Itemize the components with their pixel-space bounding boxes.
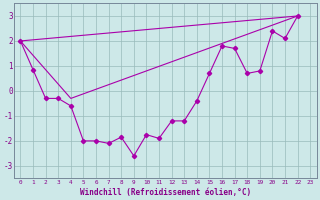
X-axis label: Windchill (Refroidissement éolien,°C): Windchill (Refroidissement éolien,°C) (80, 188, 251, 197)
